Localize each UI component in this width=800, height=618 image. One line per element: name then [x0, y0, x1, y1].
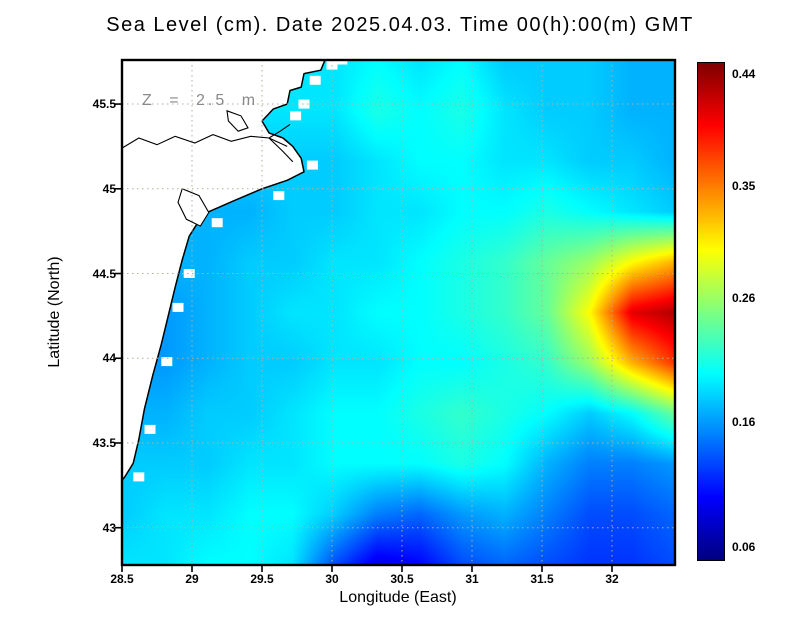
sea-level-heatmap-canvas [122, 60, 675, 565]
y-tick-label: 45.5 [92, 97, 116, 112]
colorbar-gradient [698, 63, 724, 560]
y-tick-label: 43.5 [92, 435, 116, 450]
depth-annotation: Z = 2.5 m [142, 92, 259, 109]
colorbar-tick-label: 0.44 [732, 67, 756, 82]
y-tick-label: 44 [102, 351, 116, 366]
colorbar-tick-label: 0.35 [732, 179, 756, 194]
map-plot-area: Z = 2.5 m [115, 55, 677, 572]
colorbar-tick-label: 0.26 [732, 291, 756, 306]
colorbar [697, 62, 725, 561]
x-tick-label: 32 [605, 572, 619, 586]
x-tick-label: 29 [185, 572, 199, 586]
y-tick-label: 44.5 [92, 266, 116, 281]
colorbar-tick-label: 0.06 [732, 539, 756, 554]
page-title: Sea Level (cm). Date 2025.04.03. Time 00… [106, 14, 694, 36]
colorbar-tick-label: 0.16 [732, 415, 756, 430]
y-tick-label: 45 [102, 181, 116, 196]
y-tick-label: 43 [102, 520, 116, 535]
x-axis-label: Longitude (East) [339, 589, 457, 606]
x-tick-label: 31.5 [530, 572, 554, 586]
x-tick-label: 31 [465, 572, 479, 586]
x-tick-label: 30.5 [390, 572, 414, 586]
y-axis-label: Latitude (North) [46, 256, 63, 368]
x-tick-label: 29.5 [250, 572, 274, 586]
x-tick-label: 30 [325, 572, 339, 586]
x-tick-label: 28.5 [110, 572, 134, 586]
